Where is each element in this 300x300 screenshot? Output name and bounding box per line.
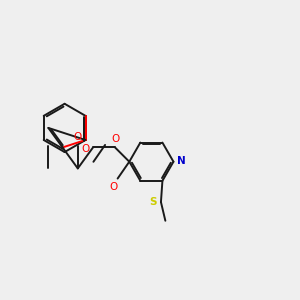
Text: S: S <box>149 197 157 207</box>
Text: O: O <box>110 182 118 192</box>
Text: O: O <box>73 132 81 142</box>
Text: N: N <box>177 156 186 166</box>
Text: O: O <box>82 143 90 154</box>
Text: O: O <box>112 134 120 144</box>
